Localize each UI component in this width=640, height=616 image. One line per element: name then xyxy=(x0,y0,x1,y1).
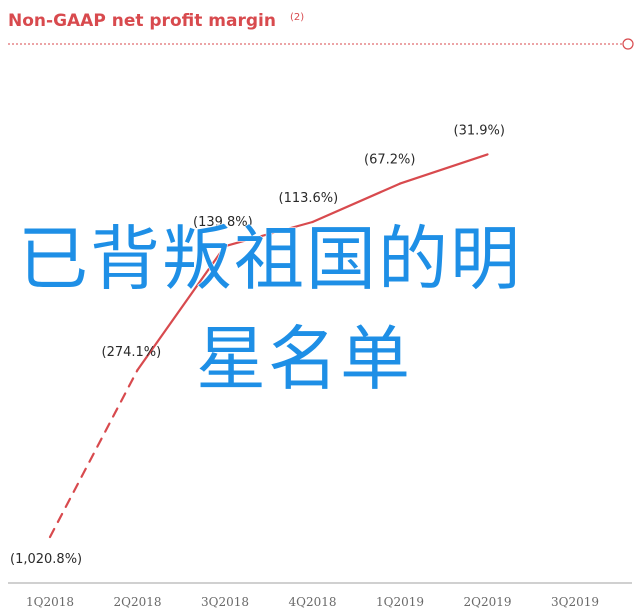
chart-title-note: (2) xyxy=(290,12,304,23)
data-label-1: (1,020.8%) xyxy=(10,552,82,567)
overlay-line-2: 星名单 xyxy=(195,318,412,400)
title-rule xyxy=(8,38,634,50)
x-tick-label-2q2018: 2Q2018 xyxy=(113,595,161,609)
x-tick-label-2q2019: 2Q2019 xyxy=(463,595,511,609)
x-tick-label-1q2019: 1Q2019 xyxy=(376,595,424,609)
series-segment-1 xyxy=(48,368,139,539)
overlay-line-1: 已背叛祖国的明 xyxy=(17,218,522,300)
data-label-3: (139.8%) xyxy=(193,215,253,230)
x-tick-label-1q2018: 1Q2018 xyxy=(26,595,74,609)
x-tick-label-4q2018: 4Q2018 xyxy=(288,595,336,609)
data-label-6: (31.9%) xyxy=(454,123,505,138)
data-label-5: (67.2%) xyxy=(364,153,415,168)
data-label-2: (274.1%) xyxy=(102,345,162,360)
series-segment-4 xyxy=(311,182,402,224)
x-tick-label-3q2019: 3Q2019 xyxy=(551,595,599,609)
x-tick-label-3q2018: 3Q2018 xyxy=(201,595,249,609)
series-segment-3 xyxy=(223,220,314,248)
chart-title: Non-GAAP net profit margin xyxy=(8,11,276,31)
series-segment-2 xyxy=(136,245,227,372)
series-segment-5 xyxy=(398,153,489,185)
data-label-4: (113.6%) xyxy=(279,191,339,206)
